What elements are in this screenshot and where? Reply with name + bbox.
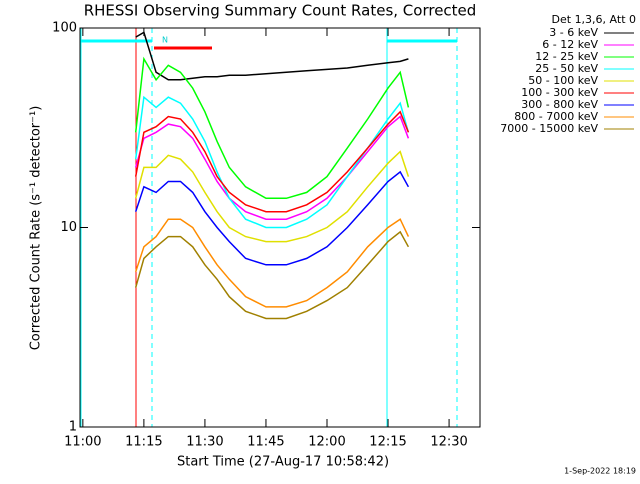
x-axis-label: Start Time (27-Aug-17 10:58:42)	[177, 455, 389, 470]
legend-label: 300 - 800 keV	[521, 98, 598, 111]
legend-label: 12 - 25 keV	[535, 50, 598, 63]
legend-label: 25 - 50 keV	[535, 62, 598, 75]
y-axis-label: Corrected Count Rate (s⁻¹ detector⁻¹)	[29, 106, 44, 351]
annotation: N	[162, 36, 168, 45]
y-tick-label: 100	[52, 21, 77, 36]
legend-label: 6 - 12 keV	[542, 38, 598, 51]
x-tick-label: 11:00	[64, 435, 101, 450]
footer: 1-Sep-2022 18:19	[564, 467, 636, 476]
legend-label: 7000 - 15000 keV	[500, 122, 598, 135]
legend-label: 800 - 7000 keV	[514, 110, 598, 123]
series-line	[134, 170, 410, 266]
legend-label: 100 - 300 keV	[521, 86, 598, 99]
series-line	[134, 230, 410, 320]
x-tick-label: 12:00	[308, 435, 345, 450]
x-tick-label: 12:15	[369, 435, 406, 450]
legend-label: 50 - 100 keV	[528, 74, 598, 87]
y-tick-label: 1	[69, 420, 77, 435]
series-line	[134, 110, 410, 213]
legend-label: 3 - 6 keV	[549, 26, 598, 39]
series-line	[134, 218, 410, 308]
x-tick-label: 11:15	[125, 435, 162, 450]
x-tick-label: 12:30	[430, 435, 467, 450]
x-tick-label: 11:45	[247, 435, 284, 450]
x-tick-label: 11:30	[186, 435, 223, 450]
legend-title: Det 1,3,6, Att 0	[552, 13, 636, 26]
y-tick-label: 10	[60, 220, 77, 235]
chart-title: RHESSI Observing Summary Count Rates, Co…	[84, 2, 477, 20]
series-line	[134, 150, 410, 243]
series-line	[135, 31, 409, 81]
series-line	[134, 56, 410, 200]
series-line	[134, 115, 410, 220]
